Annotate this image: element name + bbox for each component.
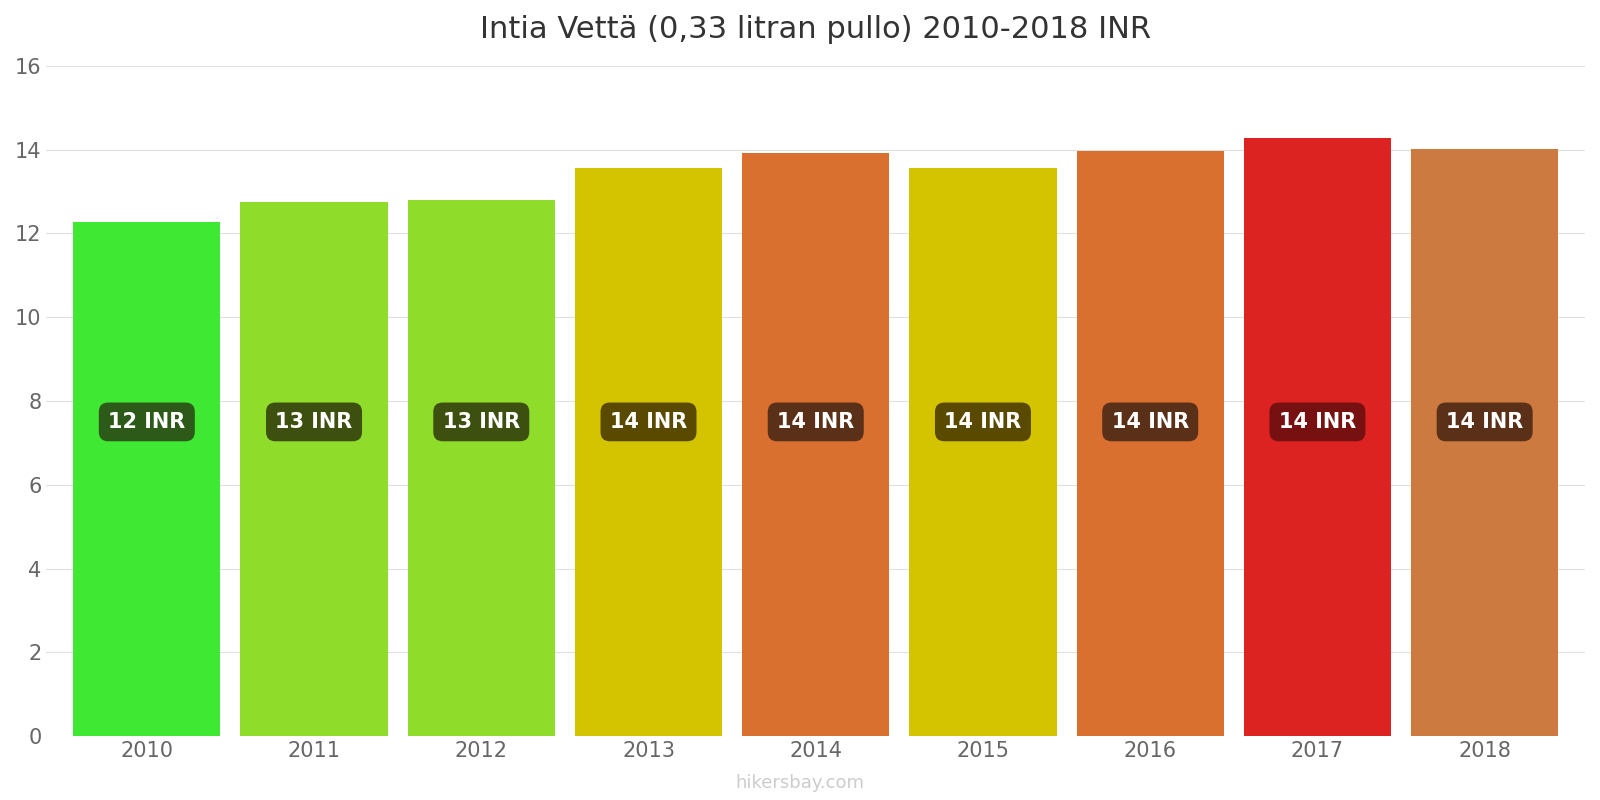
Text: 13 INR: 13 INR bbox=[443, 412, 520, 432]
Title: Intia Vettä (0,33 litran pullo) 2010-2018 INR: Intia Vettä (0,33 litran pullo) 2010-201… bbox=[480, 15, 1152, 44]
Text: 14 INR: 14 INR bbox=[610, 412, 686, 432]
Bar bbox=[742, 153, 890, 736]
Bar bbox=[574, 167, 722, 736]
Text: 13 INR: 13 INR bbox=[275, 412, 352, 432]
Text: 14 INR: 14 INR bbox=[1446, 412, 1523, 432]
Bar bbox=[408, 200, 555, 736]
Text: 14 INR: 14 INR bbox=[778, 412, 854, 432]
Text: 14 INR: 14 INR bbox=[1278, 412, 1357, 432]
Bar bbox=[1411, 149, 1558, 736]
Text: 12 INR: 12 INR bbox=[109, 412, 186, 432]
Text: 14 INR: 14 INR bbox=[944, 412, 1021, 432]
Bar bbox=[74, 222, 221, 736]
Text: hikersbay.com: hikersbay.com bbox=[736, 774, 864, 792]
Bar bbox=[1243, 138, 1390, 736]
Bar bbox=[909, 168, 1056, 736]
Bar bbox=[1077, 151, 1224, 736]
Text: 14 INR: 14 INR bbox=[1112, 412, 1189, 432]
Bar bbox=[240, 202, 387, 736]
